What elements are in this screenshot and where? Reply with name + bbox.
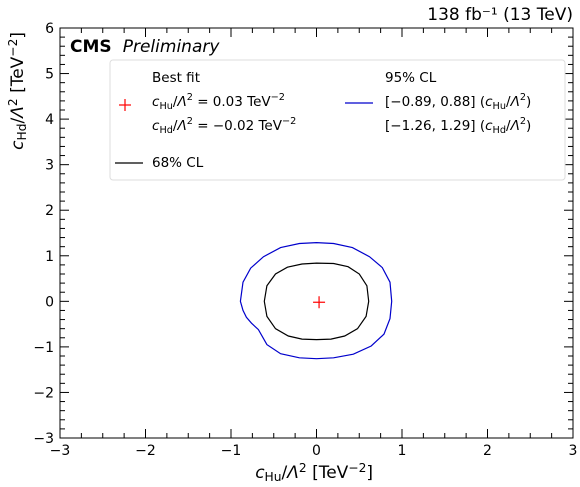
legend-best-fit-marker (119, 99, 131, 111)
y-tick-label: 1 (45, 249, 54, 265)
y-tick-label: 0 (45, 294, 54, 310)
x-tick-label: 2 (483, 443, 492, 459)
legend-cl95-line1: [−0.89, 0.88] (cHu/Λ2) (385, 92, 531, 112)
x-tick-label: 3 (569, 443, 578, 459)
y-tick-label: 3 (45, 158, 54, 174)
cms-label: CMS Preliminary (70, 37, 220, 57)
plot-frame (59, 27, 574, 439)
x-tick-label: −1 (221, 443, 242, 459)
x-tick-label: 0 (312, 443, 321, 459)
legend-cl95-title: 95% CL (385, 70, 437, 86)
x-tick-label: −3 (50, 443, 71, 459)
legend-best-fit-line2: cHd/Λ2 = −0.02 TeV−2 (152, 116, 296, 136)
contours (239, 241, 393, 360)
cms-experiment: CMS (70, 37, 112, 57)
contour-95cl (239, 241, 393, 360)
lumi-label: 138 fb⁻¹ (13 TeV) (427, 5, 573, 25)
legend-best-fit-line1: cHu/Λ2 = 0.03 TeV−2 (152, 92, 285, 112)
axis-ticks: −3 −2 −1 0 1 2 3 −3 −2 −1 0 1 2 3 4 5 6 (33, 21, 577, 459)
y-tick-label: 2 (45, 203, 54, 219)
legend-cl95-line2: [−1.26, 1.29] (cHd/Λ2) (385, 116, 531, 136)
y-tick-label: 6 (45, 21, 54, 37)
legend-cl68-title: 68% CL (152, 155, 204, 171)
x-tick-label: 1 (398, 443, 407, 459)
best-fit-marker (313, 296, 326, 309)
contour-68cl (263, 262, 370, 341)
x-tick-label: −2 (135, 443, 156, 459)
legend-best-fit-title: Best fit (152, 70, 200, 86)
cms-status: Preliminary (123, 37, 221, 57)
y-tick-label: −1 (33, 340, 54, 356)
legend: Best fit cHu/Λ2 = 0.03 TeV−2 cHd/Λ2 = −0… (109, 59, 566, 181)
y-tick-label: −2 (33, 385, 54, 401)
y-tick-label: −3 (33, 431, 54, 447)
y-tick-label: 5 (45, 67, 54, 83)
legend-box (109, 59, 566, 181)
y-tick-label: 4 (45, 112, 54, 128)
x-axis-title: cHu/Λ2 [TeV−2] (255, 461, 373, 484)
y-axis-title: cHd/Λ2 [TeV−2] (6, 32, 29, 150)
